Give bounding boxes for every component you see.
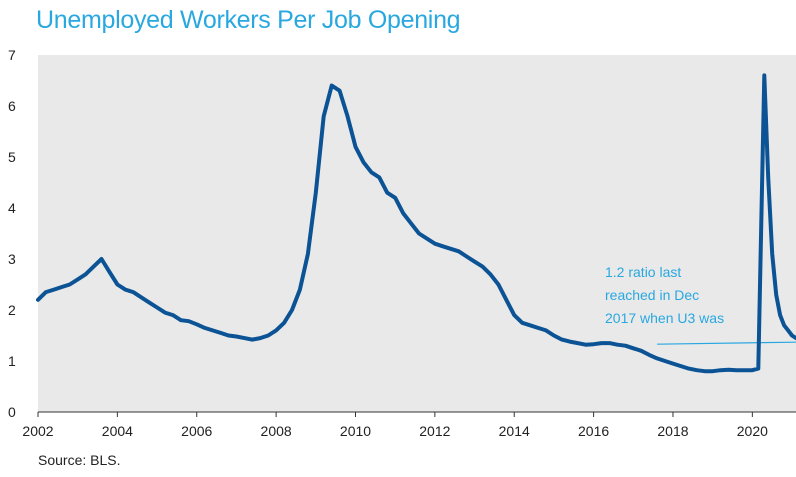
x-tick-label: 2014 bbox=[499, 423, 530, 439]
x-tick-label: 2006 bbox=[181, 423, 212, 439]
y-axis: 0 1 2 3 4 5 6 7 bbox=[8, 47, 16, 420]
annotation-text-line: 2017 when U3 was bbox=[605, 310, 724, 326]
y-tick-label: 2 bbox=[8, 302, 16, 318]
x-tick-label: 2010 bbox=[340, 423, 371, 439]
y-tick-label: 1 bbox=[8, 353, 16, 369]
annotation-line bbox=[657, 341, 796, 345]
x-tick-label: 2002 bbox=[22, 423, 53, 439]
y-tick-label: 3 bbox=[8, 251, 16, 267]
annotation-text-line: 1.2 ratio last bbox=[605, 264, 681, 280]
series-line-ratio bbox=[36, 73, 796, 374]
annotation-text: 1.2 ratio last reached in Dec 2017 when U3… bbox=[605, 264, 724, 326]
annotation-text-line: reached in Dec bbox=[605, 287, 699, 303]
chart-title: Unemployed Workers Per Job Opening bbox=[36, 6, 461, 34]
y-tick-label: 7 bbox=[8, 47, 16, 63]
y-tick-label: 4 bbox=[8, 200, 16, 216]
x-tick-label: 2020 bbox=[737, 423, 768, 439]
x-tick-label: 2018 bbox=[657, 423, 688, 439]
x-tick-label: 2004 bbox=[102, 423, 133, 439]
x-tick-label: 2008 bbox=[261, 423, 292, 439]
x-tick-label: 2016 bbox=[578, 423, 609, 439]
x-axis: 2002 2004 2006 2008 2010 2012 2014 2016 2018 2020 bbox=[22, 412, 768, 439]
y-tick-label: 5 bbox=[8, 149, 16, 165]
source-note: Source: BLS. bbox=[38, 452, 121, 468]
y-tick-label: 6 bbox=[8, 98, 16, 114]
y-tick-label: 0 bbox=[8, 404, 16, 420]
x-tick-label: 2012 bbox=[419, 423, 450, 439]
